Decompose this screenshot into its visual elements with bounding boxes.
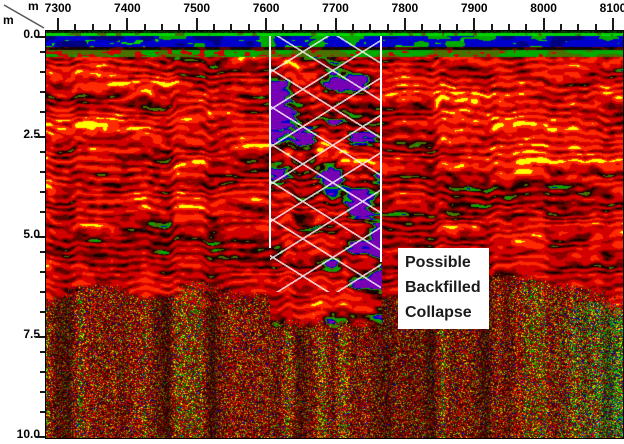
y-axis-major-tick [36,136,45,138]
x-axis-tick-label: 7400 [114,1,141,15]
y-axis-tick-label: 10.0 [16,427,40,441]
radargram-plot-area: Possible Backfilled Collapse [45,30,624,439]
x-axis-minor-tick [559,24,562,31]
y-axis-minor-tick [40,171,45,173]
x-axis-tick-label: 7900 [460,1,488,15]
y-axis-minor-tick [40,251,45,253]
x-axis-minor-tick [109,24,112,31]
x-axis-minor-tick [282,24,285,31]
x-axis-minor-tick [317,24,320,31]
x-axis-minor-tick [247,24,250,31]
x-axis-minor-tick [369,24,372,31]
x-axis-tick-label: 7800 [391,1,419,15]
x-axis-major-tick [334,18,337,31]
x-axis-minor-tick [143,24,146,31]
x-axis-minor-tick [577,24,580,31]
x-axis-tick-label: 7500 [183,1,211,15]
y-axis-minor-tick [40,51,45,53]
y-axis-tick-label: 2.5 [23,127,40,141]
x-axis-major-tick [542,18,545,31]
x-axis-minor-tick [525,24,528,31]
y-axis-major-tick [36,436,45,438]
y-axis-minor-tick [40,311,45,313]
x-axis-minor-tick [455,24,458,31]
x-axis-tick-label: 8100 [599,1,624,15]
x-axis-major-tick [265,18,268,31]
y-axis-tick-label: 5.0 [23,227,40,241]
y-axis-minor-tick [40,111,45,113]
axis-corner-diagonal [3,4,45,29]
x-axis-minor-tick [230,24,233,31]
x-axis-minor-tick [386,24,389,31]
x-axis-minor-tick [507,24,510,31]
x-axis-minor-tick [299,24,302,31]
y-axis-minor-tick [40,391,45,393]
y-axis-minor-tick [40,351,45,353]
y-axis-minor-tick [40,291,45,293]
x-axis-major-tick [612,18,614,31]
x-axis-distance: 7300 7400 7500 7600 7700 7800 7900 8000 8100 [0,0,624,31]
y-axis-depth: 0.0 2.5 5.0 7.5 10.0 [0,0,46,444]
y-axis-unit-label: m [3,13,14,27]
x-axis-tick-label: 7700 [322,1,349,15]
axis-corner: m m [0,0,46,31]
x-axis-major-tick [473,18,476,31]
x-axis-minor-tick [91,24,94,31]
x-axis-minor-tick [490,24,493,31]
y-axis-minor-tick [40,371,45,373]
collapse-zone-right-boundary-line [380,36,382,262]
x-axis-minor-tick [161,24,164,31]
x-axis-minor-tick [351,24,354,31]
x-axis-major-tick [57,18,59,31]
y-axis-minor-tick [40,151,45,153]
y-axis-major-tick [36,236,45,238]
y-axis-major-tick [36,336,45,338]
y-axis-minor-tick [40,211,45,213]
x-axis-minor-tick [421,24,424,31]
y-axis-minor-tick [40,191,45,193]
y-axis-tick-label: 7.5 [23,327,40,341]
x-axis-minor-tick [594,24,597,31]
collapse-zone-left-boundary-line [269,36,271,248]
y-axis-tick-label: 0.0 [23,27,40,41]
x-axis-major-tick [126,18,129,31]
x-axis-major-tick [195,18,198,31]
collapse-zone-hatch-overlay [270,36,381,292]
x-axis-unit-label: m [28,0,39,13]
x-axis-major-tick [403,18,406,31]
y-axis-minor-tick [40,411,45,413]
y-axis-minor-tick [40,91,45,93]
x-axis-minor-tick [178,24,181,31]
x-axis-minor-tick [213,24,216,31]
x-axis-tick-label: 8000 [530,1,557,15]
x-axis-minor-tick [438,24,441,31]
y-axis-minor-tick [40,271,45,273]
collapse-annotation-label: Possible Backfilled Collapse [398,248,489,329]
x-axis-minor-tick [74,24,77,31]
x-axis-tick-label: 7300 [44,1,72,15]
y-axis-minor-tick [40,71,45,73]
y-axis-major-tick [36,36,45,38]
x-axis-tick-label: 7600 [252,1,280,15]
